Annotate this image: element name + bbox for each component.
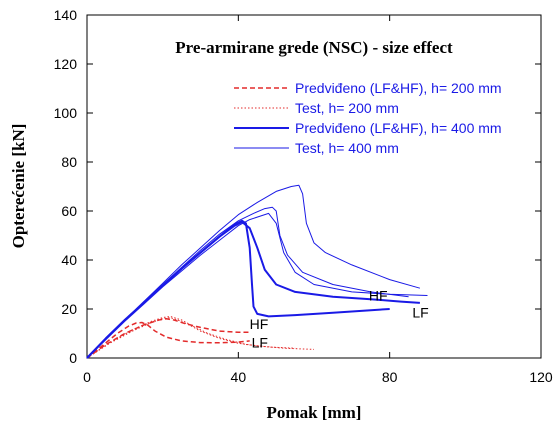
y-tick-label: 140 bbox=[54, 7, 78, 23]
series-line bbox=[86, 219, 390, 359]
y-axis-title: Opterećenie [kN] bbox=[9, 124, 28, 249]
x-tick-label: 80 bbox=[382, 369, 398, 385]
legend-label-1: Test, h= 200 mm bbox=[295, 100, 399, 116]
series-line bbox=[86, 184, 421, 359]
series-line bbox=[86, 315, 296, 359]
series-1 bbox=[86, 315, 315, 359]
y-tick-label: 120 bbox=[54, 56, 78, 72]
x-tick-label: 0 bbox=[83, 369, 91, 385]
y-tick-label: 0 bbox=[69, 350, 77, 366]
x-tick-label: 120 bbox=[529, 369, 553, 385]
plot-frame bbox=[86, 14, 542, 359]
series-line bbox=[86, 318, 250, 359]
annotation-label: HF bbox=[250, 316, 269, 332]
y-tick-label: 40 bbox=[61, 252, 77, 268]
series-layer bbox=[86, 184, 428, 359]
legend-label-3: Test, h= 400 mm bbox=[295, 140, 399, 156]
annotation-label: LF bbox=[252, 334, 268, 350]
series-line bbox=[86, 221, 420, 359]
series-line bbox=[86, 321, 250, 359]
y-tick-label: 100 bbox=[54, 105, 78, 121]
chart-title: Pre-armirane grede (NSC) - size effect bbox=[175, 38, 453, 57]
series-line bbox=[86, 212, 428, 359]
legend-label-2: Predviđeno (LF&HF), h= 400 mm bbox=[295, 120, 502, 136]
annotation-layer: HF LF HF LF bbox=[250, 287, 429, 350]
series-0 bbox=[86, 318, 250, 359]
annotation-label: LF bbox=[412, 305, 428, 321]
series-2 bbox=[86, 219, 420, 359]
y-tick-label: 20 bbox=[61, 301, 77, 317]
y-tick-label: 60 bbox=[61, 203, 77, 219]
legend-label-0: Predviđeno (LF&HF), h= 200 mm bbox=[295, 80, 502, 96]
x-tick-label: 40 bbox=[231, 369, 247, 385]
annotation-label: HF bbox=[369, 287, 388, 303]
y-tick-label: 80 bbox=[61, 154, 77, 170]
series-3 bbox=[86, 184, 428, 359]
axis-ticks: 0 40 80 120 0 20 40 60 80 100 120 140 bbox=[54, 7, 553, 385]
legend: Predviđeno (LF&HF), h= 200 mm Test, h= 2… bbox=[234, 80, 502, 156]
x-axis-title: Pomak [mm] bbox=[267, 403, 362, 422]
